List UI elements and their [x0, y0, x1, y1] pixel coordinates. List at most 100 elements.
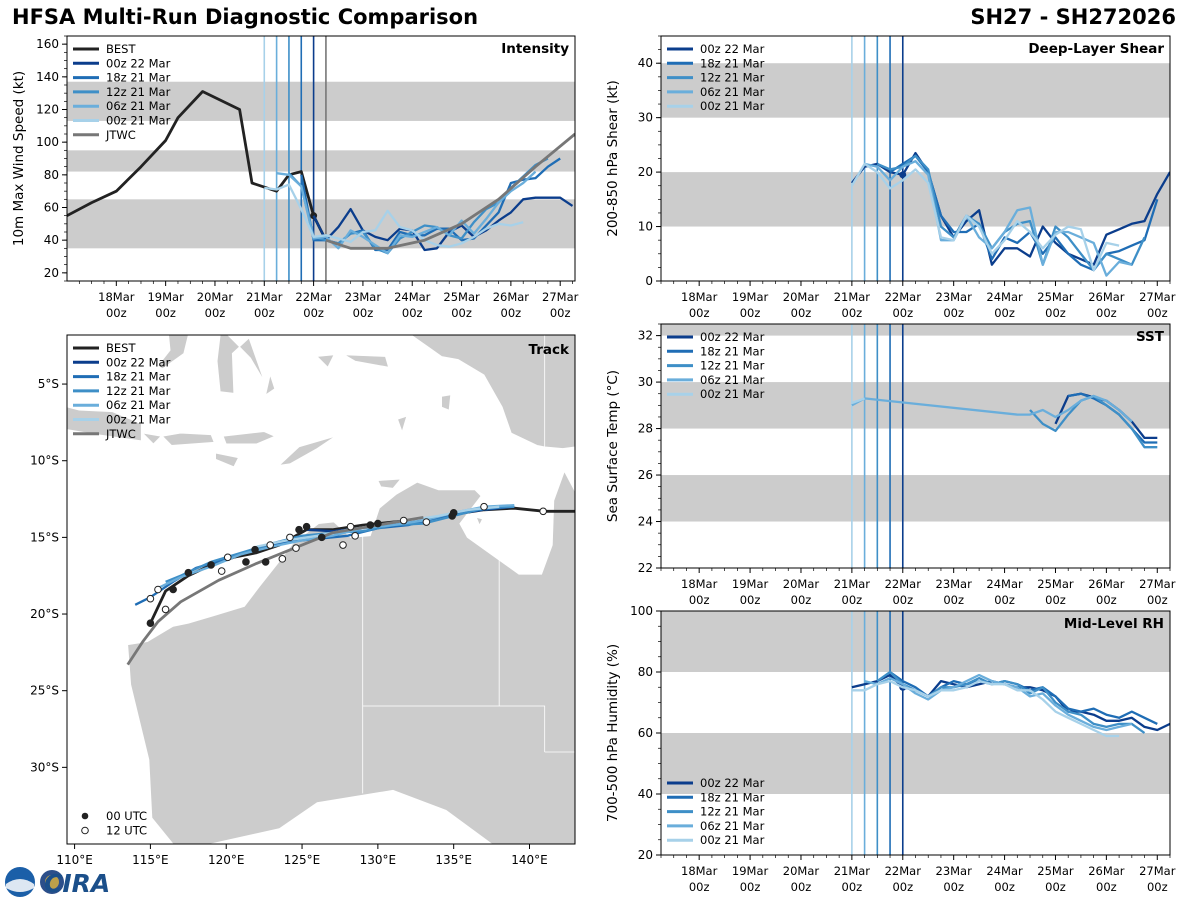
- track-point-12utc: [351, 532, 359, 540]
- sst-xtick-label: 25Mar: [1037, 577, 1074, 591]
- cira-logo-text: CIRA: [44, 869, 110, 898]
- sst-title: SST: [1136, 329, 1165, 345]
- track-point-12utc: [292, 544, 300, 552]
- rh-xtick-sublabel: 00z: [1147, 880, 1168, 894]
- shear-xtick-label: 19Mar: [732, 290, 769, 304]
- track-point-00utc: [295, 525, 303, 534]
- shear-xtick-label: 20Mar: [783, 290, 820, 304]
- sst-ylabel: Sea Surface Temp (°C): [605, 370, 621, 522]
- lon-tick-label: 110°E: [56, 853, 93, 867]
- rh-xtick-label: 24Mar: [986, 864, 1023, 878]
- track-point-00utc: [242, 558, 250, 566]
- intensity-xtick-sublabel: 00z: [550, 306, 571, 320]
- sst-series-06z-21-mar: [851, 394, 1133, 423]
- rh-xtick-sublabel: 00z: [1096, 880, 1117, 894]
- sst-plot-area: [661, 324, 1170, 568]
- kangaroo-island: [484, 855, 499, 860]
- shear-xtick-sublabel: 00z: [740, 306, 761, 320]
- sst-band-0: [661, 475, 1170, 522]
- intensity-ytick-label: 160: [36, 37, 59, 51]
- intensity-xtick-label: 23Mar: [345, 290, 382, 304]
- shear-series-00z-22-mar: [850, 151, 1170, 266]
- intensity-xtick-sublabel: 00z: [155, 306, 176, 320]
- shear-xtick-sublabel: 00z: [689, 306, 710, 320]
- shear-ytick-label: 40: [638, 56, 653, 70]
- lon-tick-label: 135°E: [435, 853, 472, 867]
- intensity-legend-label: 18z 21 Mar: [106, 71, 171, 85]
- figure-title: HFSA Multi-Run Diagnostic Comparison: [12, 5, 479, 29]
- shear-xtick-label: 26Mar: [1088, 290, 1125, 304]
- intensity-ytick-label: 60: [44, 201, 59, 215]
- intensity-ytick-label: 100: [36, 135, 59, 149]
- track-point-12utc: [278, 555, 287, 563]
- intensity-series-jtwc: [325, 132, 575, 250]
- shear-marker-0-0: [899, 171, 907, 179]
- shear-legend-label: 12z 21 Mar: [700, 71, 765, 85]
- rh-ytick-label: 100: [630, 604, 653, 618]
- intensity-band-2: [67, 81, 575, 121]
- lat-tick-label: 10°S: [30, 454, 59, 468]
- intensity-ytick-label: 40: [44, 233, 59, 247]
- sst-xtick-sublabel: 00z: [994, 593, 1015, 607]
- sst-xtick-label: 18Mar: [681, 577, 718, 591]
- intensity-xtick-sublabel: 00z: [353, 306, 374, 320]
- sst-xtick-label: 23Mar: [936, 577, 973, 591]
- track-point-12utc: [339, 541, 347, 549]
- sst-xtick-sublabel: 00z: [943, 593, 964, 607]
- track-point-12utc: [223, 553, 232, 562]
- track-point-00utc: [261, 558, 270, 566]
- rh-xtick-sublabel: 00z: [994, 880, 1015, 894]
- lat-tick-label: 15°S: [30, 530, 59, 544]
- intensity-legend-label: 00z 21 Mar: [106, 114, 171, 128]
- borneo-coast: [157, 335, 189, 370]
- intensity-xtick-label: 26Mar: [493, 290, 530, 304]
- flores-island: [222, 431, 276, 445]
- intensity-xtick-sublabel: 00z: [106, 306, 127, 320]
- rh-ylabel: 700-500 hPa Humidity (%): [605, 644, 621, 822]
- intensity-xtick-label: 20Mar: [197, 290, 234, 304]
- sst-series-00z-21-mar: [851, 397, 865, 405]
- tanimbar-islands: [397, 415, 408, 433]
- track-point-00utc: [366, 521, 375, 529]
- intensity-ytick-label: 20: [44, 266, 59, 280]
- shear-xtick-sublabel: 00z: [943, 306, 964, 320]
- intensity-ylabel: 10m Max Wind Speed (kt): [11, 71, 27, 246]
- sst-xtick-sublabel: 00z: [842, 593, 863, 607]
- intensity-xtick-sublabel: 00z: [254, 306, 275, 320]
- sst-ytick-label: 28: [638, 422, 653, 436]
- track-map-area: [67, 335, 575, 860]
- track-point-00utc: [317, 533, 326, 542]
- shear-ytick-label: 0: [645, 274, 653, 288]
- track-point-00utc: [251, 545, 259, 554]
- intensity-ytick-label: 80: [44, 168, 59, 182]
- shear-legend-label: 06z 21 Mar: [700, 85, 765, 99]
- track-point-00utc: [169, 585, 177, 594]
- lon-tick-label: 140°E: [511, 853, 548, 867]
- shear-plot-area: [661, 36, 1170, 281]
- track-legend-label: JTWC: [105, 427, 136, 441]
- sst-legend-label: 06z 21 Mar: [700, 373, 765, 387]
- australia-landmass: [127, 470, 575, 844]
- track-point-12utc: [346, 522, 355, 531]
- shear-xtick-sublabel: 00z: [1045, 306, 1066, 320]
- rh-ytick-label: 20: [638, 848, 653, 862]
- sst-xtick-label: 20Mar: [783, 577, 820, 591]
- track-legend-label: 00z 21 Mar: [106, 413, 171, 427]
- rh-ytick-label: 60: [638, 726, 653, 740]
- rh-series-00z-21-mar: [851, 679, 1120, 738]
- rh-xtick-sublabel: 00z: [689, 880, 710, 894]
- shear-ytick-label: 10: [638, 220, 653, 234]
- sst-ytick-label: 24: [638, 515, 653, 529]
- shear-xtick-label: 27Mar: [1139, 290, 1176, 304]
- track-point-00utc: [302, 522, 311, 531]
- rh-legend-label: 00z 22 Mar: [700, 776, 765, 790]
- rh-xtick-sublabel: 00z: [943, 880, 964, 894]
- shear-band-0: [661, 172, 1170, 227]
- track-point-12utc: [154, 585, 162, 594]
- sst-xtick-label: 24Mar: [986, 577, 1023, 591]
- intensity-legend-label: 12z 21 Mar: [106, 85, 171, 99]
- intensity-series-00z-21-mar: [264, 183, 524, 248]
- intensity-xtick-sublabel: 00z: [205, 306, 226, 320]
